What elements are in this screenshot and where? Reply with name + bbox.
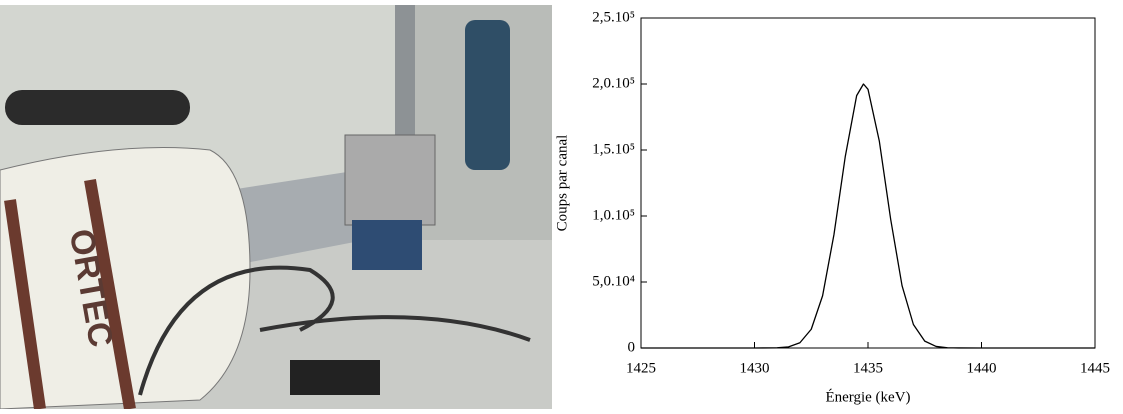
chart: Coups par canal Énergie (keV) 0 5,0.10⁴ 1,… xyxy=(554,9,1110,405)
y-tick-label: 1,0.10⁵ xyxy=(592,207,635,223)
x-tick-label: 1425 xyxy=(626,360,656,376)
detector xyxy=(0,147,251,410)
connector-box xyxy=(290,360,380,395)
photo: ORTEC xyxy=(0,5,552,411)
x-tick-label: 1435 xyxy=(853,360,883,376)
stripes xyxy=(4,178,136,411)
y-tick-label: 5,0.10⁴ xyxy=(592,273,635,289)
pipe xyxy=(230,170,365,265)
y-tick-label: 1,5.10⁵ xyxy=(592,141,635,157)
cables xyxy=(138,265,531,396)
y-tick-label: 2,0.10⁵ xyxy=(592,75,635,91)
x-tick-label: 1445 xyxy=(1080,360,1110,376)
y-axis-label: Coups par canal xyxy=(554,135,570,232)
x-tick-label: 1440 xyxy=(967,360,997,376)
y-tick-label: 2,5.10⁵ xyxy=(592,9,635,25)
x-tick-label: 1430 xyxy=(740,360,770,376)
x-axis-label: Énergie (keV) xyxy=(825,388,910,405)
jack xyxy=(352,220,422,270)
handle xyxy=(5,90,190,125)
tank xyxy=(465,20,510,170)
y-tick-label: 0 xyxy=(628,339,636,355)
shield-box xyxy=(344,134,436,226)
plot-frame xyxy=(640,17,1096,349)
data-line xyxy=(641,83,1095,349)
